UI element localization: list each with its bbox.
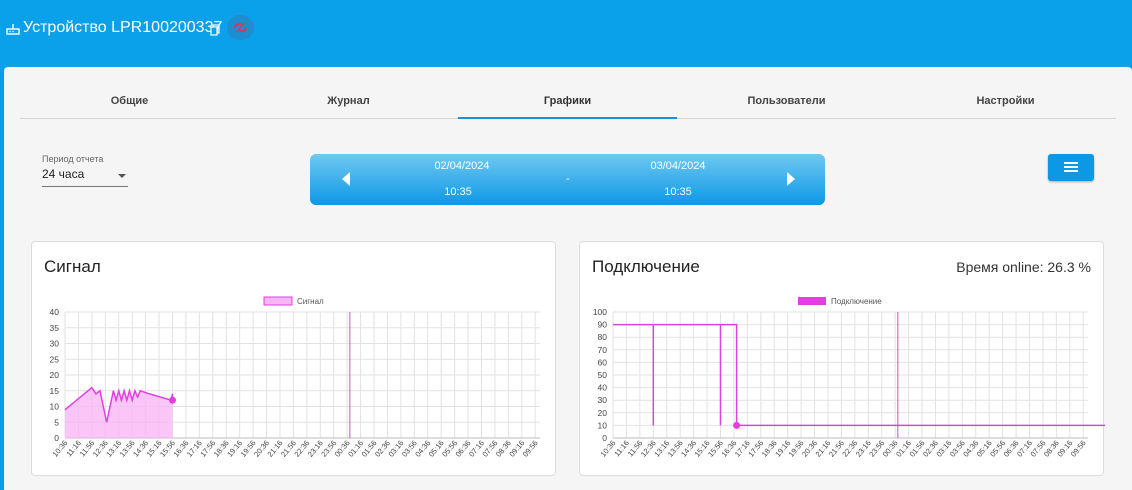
y-tick-label: 80 xyxy=(598,332,608,342)
router-icon xyxy=(6,24,20,35)
signal-chart: Сигнал051015202530354010:3611:1611:5612:… xyxy=(50,296,540,459)
period-label: Период отчета xyxy=(42,154,104,164)
start-date: 02/04/2024 xyxy=(434,160,490,172)
y-tick-label: 10 xyxy=(598,420,608,430)
x-tick-label: 09:56 xyxy=(521,439,540,459)
top-bar: Устройство LPR100200337 xyxy=(0,0,1132,70)
next-period-icon[interactable] xyxy=(787,172,795,186)
menu-line xyxy=(1064,162,1078,164)
tab-bar: Общие Журнал Графики Пользователи Настро… xyxy=(20,87,1116,119)
y-tick-label: 60 xyxy=(598,357,608,367)
end-time: 10:35 xyxy=(664,186,692,198)
legend-label: Сигнал xyxy=(297,297,324,306)
series-area xyxy=(65,387,173,438)
connection-title: Подключение xyxy=(592,257,700,276)
menu-button[interactable] xyxy=(1048,154,1094,181)
tab-general[interactable]: Общие xyxy=(110,95,149,107)
copy-icon[interactable] xyxy=(210,24,220,36)
menu-line xyxy=(1064,170,1078,172)
legend-swatch xyxy=(263,296,293,306)
end-date: 03/04/2024 xyxy=(650,160,706,172)
y-tick-label: 0 xyxy=(54,433,59,443)
caret-down-icon xyxy=(118,174,126,178)
y-tick-label: 0 xyxy=(602,433,607,443)
y-tick-label: 40 xyxy=(598,383,608,393)
link-off-icon xyxy=(234,22,247,33)
y-tick-label: 5 xyxy=(54,417,59,427)
connection-status-button[interactable] xyxy=(227,15,254,40)
y-tick-label: 25 xyxy=(50,354,60,364)
y-tick-label: 70 xyxy=(598,345,608,355)
online-time: Время online: 26.3 % xyxy=(956,259,1091,275)
y-tick-label: 20 xyxy=(598,408,608,418)
period-select[interactable]: 24 часа xyxy=(42,167,128,187)
series-line xyxy=(64,386,174,423)
main-panel: Общие Журнал Графики Пользователи Настро… xyxy=(4,67,1132,490)
y-tick-label: 10 xyxy=(50,402,60,412)
start-time: 10:35 xyxy=(444,186,472,198)
series-point xyxy=(733,421,741,429)
connection-card: Подключение Время online: 26.3 % Подключ… xyxy=(579,241,1105,476)
y-tick-label: 30 xyxy=(50,339,60,349)
tab-charts[interactable]: Графики xyxy=(458,87,677,119)
y-tick-label: 30 xyxy=(598,395,608,405)
legend-swatch xyxy=(798,297,826,305)
tab-users[interactable]: Пользователи xyxy=(747,95,826,107)
signal-title: Сигнал xyxy=(44,257,101,276)
x-tick-label: 09:56 xyxy=(1069,439,1088,459)
y-tick-label: 50 xyxy=(598,370,608,380)
y-tick-label: 40 xyxy=(50,307,60,317)
date-range-bar: 02/04/2024 10:35 - 03/04/2024 10:35 xyxy=(310,154,825,205)
y-tick-label: 35 xyxy=(50,323,60,333)
page-title: Устройство LPR100200337 xyxy=(23,19,223,36)
series-line xyxy=(613,323,1105,427)
menu-line xyxy=(1064,166,1078,168)
tab-journal[interactable]: Журнал xyxy=(327,95,370,107)
signal-card: Сигнал Сигнал 0 5 10 15 20 25 30 35 40 10:36 11:16 1… xyxy=(31,241,556,476)
y-tick-label: 15 xyxy=(50,386,60,396)
tab-settings[interactable]: Настройки xyxy=(976,95,1035,107)
prev-period-icon[interactable] xyxy=(342,172,350,186)
y-tick-label: 90 xyxy=(598,320,608,330)
period-value: 24 часа xyxy=(42,167,85,181)
legend-label: Подключение xyxy=(831,297,882,306)
y-tick-label: 100 xyxy=(593,307,607,317)
connection-chart: Подключение010203040506070809010010:3611… xyxy=(593,297,1105,459)
series-point xyxy=(168,396,176,404)
y-tick-label: 20 xyxy=(50,370,60,380)
date-separator: - xyxy=(566,173,570,185)
